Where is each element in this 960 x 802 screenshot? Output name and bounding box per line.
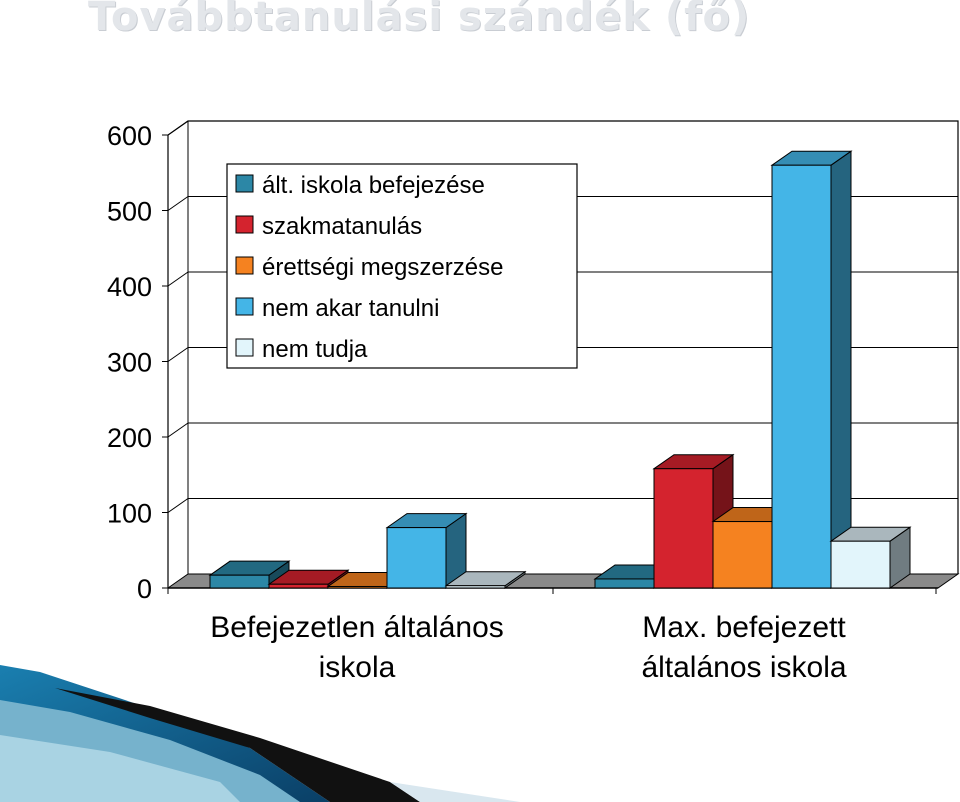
legend-label: nem tudja [262, 336, 368, 363]
slide-title: Továbbtanulási szándék (fő) [88, 0, 751, 40]
legend-label: ált. iskola befejezése [262, 172, 485, 199]
legend-swatch [235, 256, 254, 275]
bar-front [268, 583, 329, 589]
legend-swatch [235, 215, 254, 234]
bar [829, 526, 912, 589]
bar [208, 560, 291, 589]
gridline-side [167, 196, 189, 211]
legend-label: érettségi megszerzése [262, 254, 503, 281]
bar [770, 150, 853, 589]
gridline-side [167, 498, 189, 513]
y-tick-label: 300 [107, 348, 152, 378]
x-category-label-line: Befejezetlen általános [210, 611, 504, 644]
y-tick-label: 600 [107, 121, 152, 151]
x-axis-category-labels: Befejezetlen általános iskola Max. befejez… [210, 611, 847, 684]
bar-front [386, 527, 447, 589]
bar-front [445, 585, 506, 589]
bar-front [209, 574, 270, 589]
legend-swatch [235, 174, 254, 193]
bar-side [830, 150, 852, 589]
gridline-side [167, 422, 189, 438]
y-tick-label: 500 [107, 197, 152, 227]
x-category-label: Befejezetlen általános iskola [210, 611, 504, 684]
bar-front [712, 521, 773, 589]
x-category-label-line: iskola [319, 651, 396, 684]
bar [385, 512, 468, 589]
legend: ált. iskola befejezése szakmatanulás érett… [226, 163, 578, 369]
bar-front [327, 585, 388, 589]
x-category-label-line: Max. befejezett [642, 611, 846, 644]
y-tick-label: 100 [107, 499, 152, 529]
y-axis-tick-labels: 0 100 200 300 400 500 600 [107, 121, 152, 604]
legend-swatch [235, 338, 254, 357]
bar-front [830, 540, 891, 589]
bar-front [594, 578, 655, 589]
x-category-label: Max. befejezett általános iskola [641, 611, 846, 684]
y-tick-label: 0 [137, 574, 152, 604]
bar-front [771, 164, 832, 589]
x-category-label-line: általános iskola [641, 651, 846, 684]
y-tick-label: 200 [107, 423, 152, 453]
legend-label: nem akar tanulni [262, 295, 439, 322]
legend-swatch [235, 297, 254, 316]
bar-front [653, 468, 714, 589]
gridline-side [167, 120, 189, 136]
gridline-side [167, 271, 189, 287]
legend-box [226, 163, 578, 369]
slide-corner-decoration [0, 665, 520, 802]
y-tick-label: 400 [107, 272, 152, 302]
bar [444, 570, 527, 589]
gridline-side [167, 347, 189, 362]
legend-label: szakmatanulás [262, 213, 422, 240]
bars [208, 150, 912, 589]
